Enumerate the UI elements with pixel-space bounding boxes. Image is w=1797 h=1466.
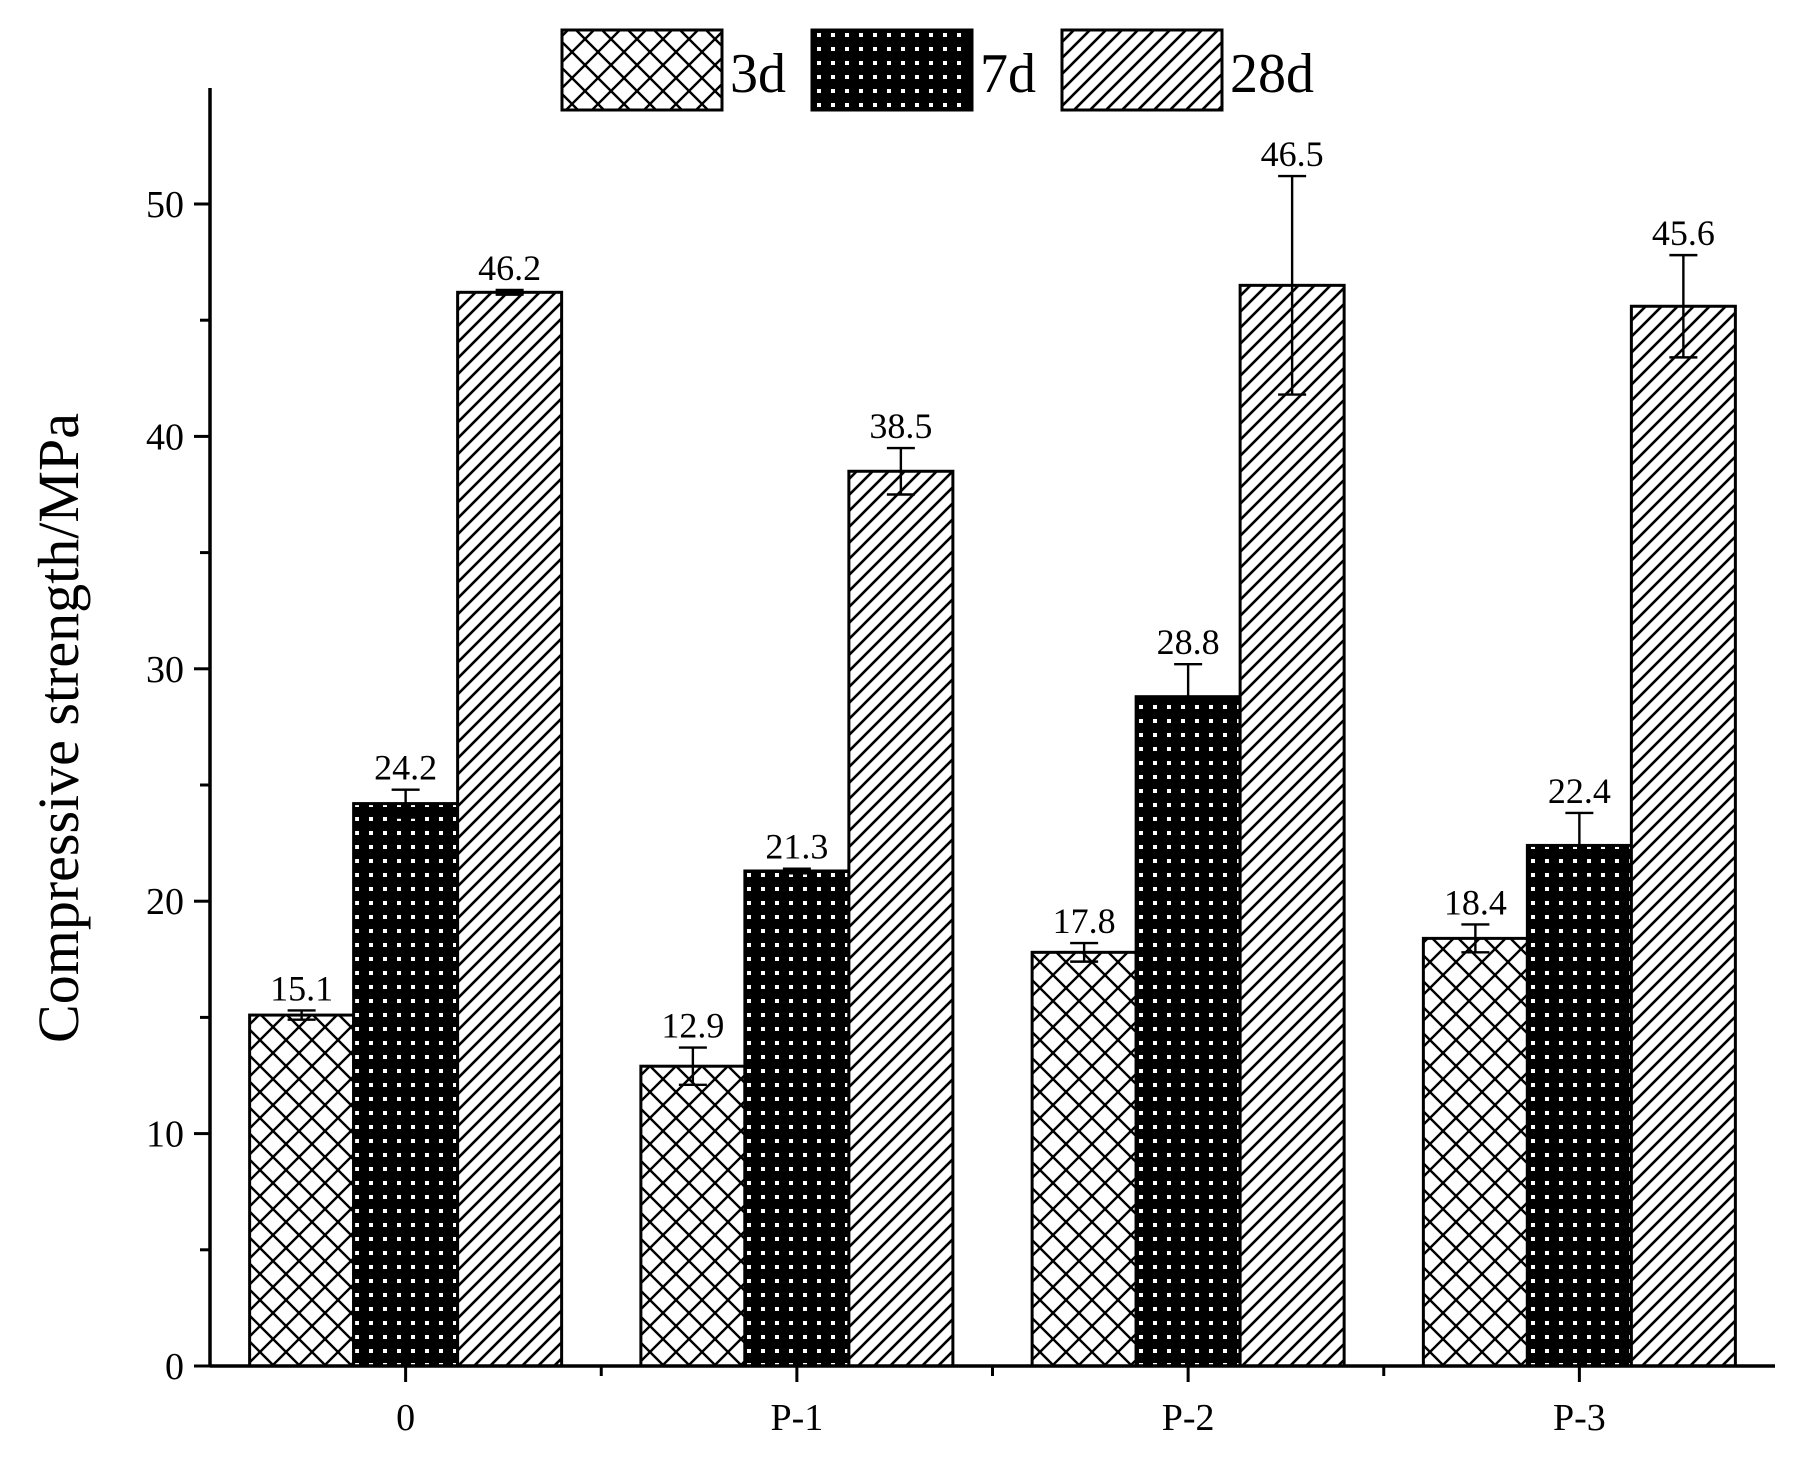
error-bar-28d-P-3 — [1669, 253, 1698, 359]
error-bar-3d-P-1 — [678, 1046, 707, 1086]
x-tick-label: 0 — [396, 1397, 415, 1439]
error-bars-layer — [287, 174, 1698, 1086]
data-labels-layer: 15.1 24.2 46.2 12.9 21.3 38.5 17.8 28.8 46.5 18.4… — [270, 134, 1715, 1046]
bar-7d-P-1 — [743, 869, 851, 1368]
y-tick-label: 20 — [146, 881, 184, 923]
error-bar-7d-P-1 — [782, 867, 811, 875]
x-tick-label: P-1 — [770, 1397, 823, 1439]
error-bar-7d-P-3 — [1565, 811, 1594, 880]
legend-item-28d: 28d — [1060, 28, 1314, 112]
data-label-7d-P-2: 28.8 — [1157, 622, 1220, 662]
y-axis-title: Compressive strength/MPa — [26, 413, 91, 1043]
error-bar-3d-P-3 — [1461, 923, 1490, 954]
legend-swatch-7d — [810, 28, 974, 112]
data-label-28d-P-1: 38.5 — [869, 406, 932, 446]
legend-swatch-28d — [1060, 28, 1224, 112]
bar-7d-P-3 — [1525, 843, 1633, 1368]
legend-item-3d: 3d — [560, 28, 786, 112]
error-bar-28d-P-1 — [886, 446, 915, 496]
bar-28d-P-1 — [847, 469, 955, 1368]
y-tick-label: 50 — [146, 184, 184, 226]
legend: 3d 7d 28d — [560, 28, 1314, 112]
y-tick-label: 40 — [146, 416, 184, 458]
axes-layer: 0 P-1 P-2 P-3 0 10 20 30 40 50 — [146, 88, 1775, 1439]
y-tick-label: 0 — [165, 1346, 184, 1388]
bar-28d-P-3 — [1629, 304, 1737, 1368]
y-tick-label: 10 — [146, 1114, 184, 1156]
data-label-28d-0: 46.2 — [478, 248, 541, 288]
legend-label-3d: 3d — [730, 43, 786, 105]
data-label-28d-P-2: 46.5 — [1261, 134, 1324, 174]
bar-7d-P-2 — [1134, 695, 1242, 1368]
legend-label-7d: 7d — [980, 43, 1036, 105]
data-label-28d-P-3: 45.6 — [1652, 213, 1715, 253]
bar-3d-P-3 — [1421, 936, 1529, 1368]
bars-layer — [248, 283, 1737, 1368]
x-tick-label: P-3 — [1553, 1397, 1606, 1439]
bar-7d-0 — [352, 802, 460, 1368]
legend-item-7d: 7d — [810, 28, 1036, 112]
data-label-3d-P-2: 17.8 — [1053, 901, 1116, 941]
error-bar-3d-0 — [287, 1009, 316, 1021]
data-label-3d-0: 15.1 — [270, 968, 333, 1008]
bar-28d-P-2 — [1238, 283, 1346, 1368]
bar-3d-P-1 — [639, 1064, 747, 1368]
error-bar-28d-P-2 — [1278, 174, 1307, 396]
data-label-3d-P-1: 12.9 — [661, 1006, 724, 1046]
data-label-7d-P-3: 22.4 — [1548, 771, 1611, 811]
legend-swatch-3d — [560, 28, 724, 112]
error-bar-28d-0 — [495, 288, 524, 296]
error-bar-7d-P-2 — [1174, 662, 1203, 731]
bar-3d-0 — [248, 1013, 356, 1368]
data-label-7d-P-1: 21.3 — [765, 827, 828, 867]
x-tick-label: P-2 — [1162, 1397, 1215, 1439]
data-label-7d-0: 24.2 — [374, 748, 437, 788]
bar-28d-0 — [456, 290, 564, 1368]
data-label-3d-P-3: 18.4 — [1444, 882, 1507, 922]
error-bar-3d-P-2 — [1070, 941, 1099, 963]
error-bar-7d-0 — [391, 788, 420, 819]
bar-3d-P-2 — [1030, 950, 1138, 1368]
legend-label-28d: 28d — [1230, 43, 1314, 105]
y-tick-label: 30 — [146, 649, 184, 691]
